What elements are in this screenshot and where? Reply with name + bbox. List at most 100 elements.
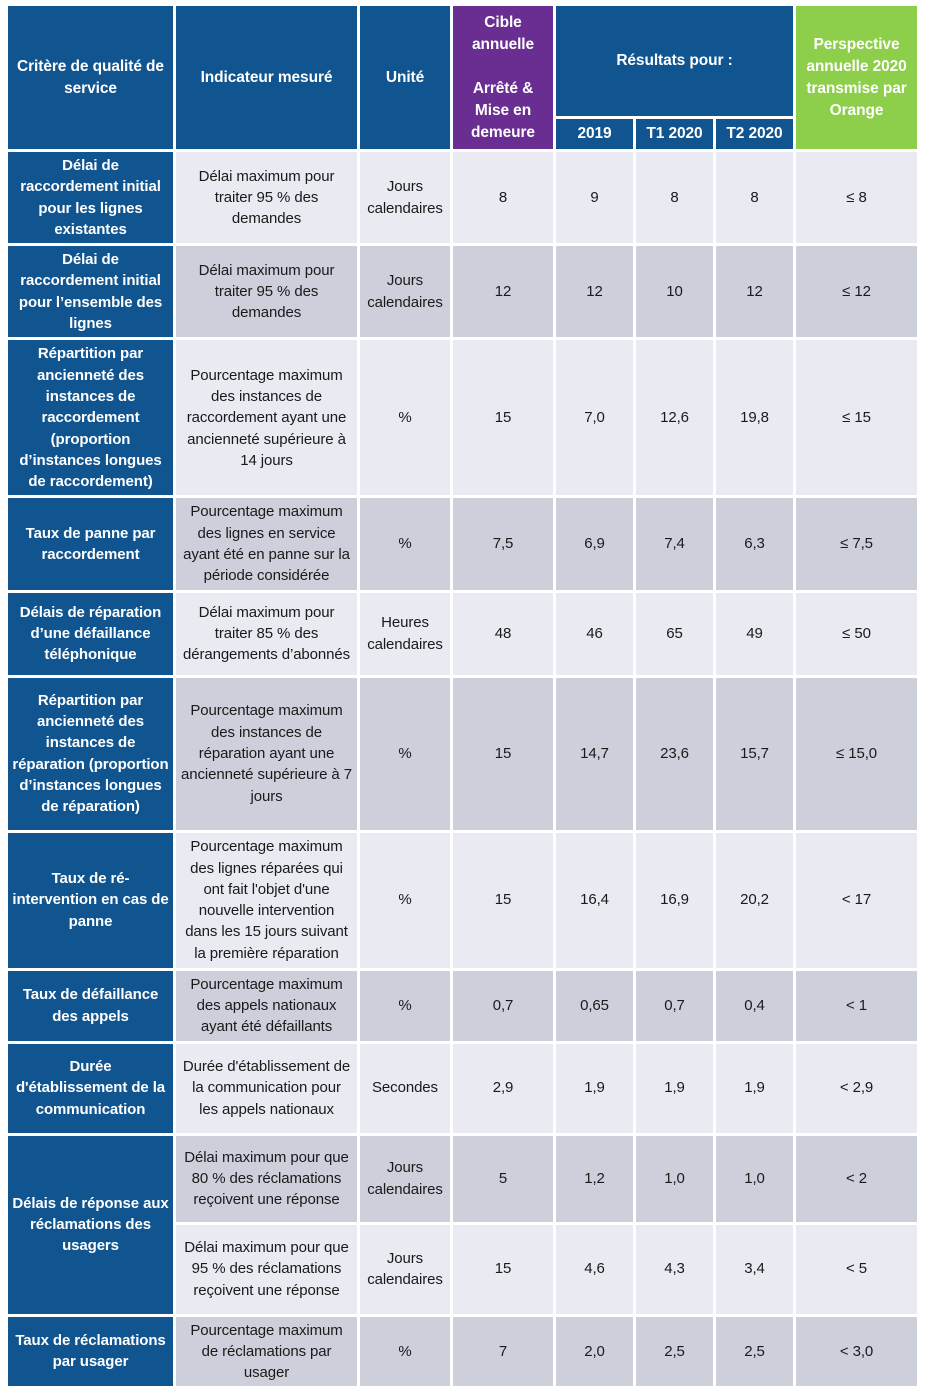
result-t1-2020-cell: 4,3 bbox=[636, 1224, 713, 1314]
unit-cell: % bbox=[360, 832, 450, 968]
indicator-cell: Durée d'établissement de la communicatio… bbox=[176, 1043, 357, 1133]
table-row: Délai maximum pour que 95 % des réclamat… bbox=[8, 1224, 918, 1314]
indicator-cell: Pourcentage maximum des appels nationaux… bbox=[176, 970, 357, 1041]
result-t2-2020-cell: 3,4 bbox=[716, 1224, 794, 1314]
perspective-cell: ≤ 8 bbox=[796, 152, 918, 244]
indicator-cell: Pourcentage maximum des lignes en servic… bbox=[176, 498, 357, 590]
result-2019-cell: 9 bbox=[556, 152, 633, 244]
unit-cell: Jours calendaires bbox=[360, 1135, 450, 1222]
perspective-cell: < 2,9 bbox=[796, 1043, 918, 1133]
indicator-cell: Délai maximum pour traiter 85 % des déra… bbox=[176, 592, 357, 675]
result-t2-2020-cell: 12 bbox=[716, 246, 794, 338]
perspective-cell: ≤ 50 bbox=[796, 592, 918, 675]
result-t1-2020-cell: 12,6 bbox=[636, 340, 713, 496]
table-row: Délais de réparation d’une défaillance t… bbox=[8, 592, 918, 675]
table-row: Délai de raccordement initial pour l’ens… bbox=[8, 246, 918, 338]
criterion-cell: Délais de réponse aux réclamations des u… bbox=[8, 1135, 173, 1314]
criterion-cell: Taux de défaillance des appels bbox=[8, 970, 173, 1041]
result-t2-2020-cell: 1,9 bbox=[716, 1043, 794, 1133]
result-t2-2020-cell: 6,3 bbox=[716, 498, 794, 590]
header-col-t2-2020: T2 2020 bbox=[716, 119, 794, 149]
unit-cell: Heures calendaires bbox=[360, 592, 450, 675]
unit-cell: % bbox=[360, 498, 450, 590]
result-t2-2020-cell: 1,0 bbox=[716, 1135, 794, 1222]
criterion-cell: Taux de ré-intervention en cas de panne bbox=[8, 832, 173, 968]
header-perspective: Perspective annuelle 2020 transmise par … bbox=[796, 6, 918, 149]
result-t2-2020-cell: 2,5 bbox=[716, 1316, 794, 1387]
indicator-cell: Délai maximum pour traiter 95 % des dema… bbox=[176, 152, 357, 244]
criterion-cell: Délai de raccordement initial pour les l… bbox=[8, 152, 173, 244]
perspective-cell: < 17 bbox=[796, 832, 918, 968]
target-cell: 7 bbox=[453, 1316, 553, 1387]
header-unit: Unité bbox=[360, 6, 450, 149]
result-t1-2020-cell: 10 bbox=[636, 246, 713, 338]
target-cell: 5 bbox=[453, 1135, 553, 1222]
target-cell: 7,5 bbox=[453, 498, 553, 590]
unit-cell: Jours calendaires bbox=[360, 1224, 450, 1314]
criterion-cell: Délais de réparation d’une défaillance t… bbox=[8, 592, 173, 675]
unit-cell: % bbox=[360, 677, 450, 830]
result-t1-2020-cell: 1,0 bbox=[636, 1135, 713, 1222]
indicator-cell: Délai maximum pour que 95 % des réclamat… bbox=[176, 1224, 357, 1314]
result-t1-2020-cell: 23,6 bbox=[636, 677, 713, 830]
result-t2-2020-cell: 0,4 bbox=[716, 970, 794, 1041]
result-2019-cell: 0,65 bbox=[556, 970, 633, 1041]
table-row: Taux de ré-intervention en cas de panne … bbox=[8, 832, 918, 968]
result-2019-cell: 2,0 bbox=[556, 1316, 633, 1387]
perspective-cell: < 5 bbox=[796, 1224, 918, 1314]
perspective-cell: ≤ 12 bbox=[796, 246, 918, 338]
target-cell: 48 bbox=[453, 592, 553, 675]
table-row: Durée d'établissement de la communicatio… bbox=[8, 1043, 918, 1133]
result-t1-2020-cell: 1,9 bbox=[636, 1043, 713, 1133]
criterion-cell: Durée d'établissement de la communicatio… bbox=[8, 1043, 173, 1133]
indicator-cell: Délai maximum pour que 80 % des réclamat… bbox=[176, 1135, 357, 1222]
unit-cell: Jours calendaires bbox=[360, 152, 450, 244]
result-t1-2020-cell: 8 bbox=[636, 152, 713, 244]
result-2019-cell: 12 bbox=[556, 246, 633, 338]
header-target-line1: Cible annuelle bbox=[471, 13, 535, 53]
indicator-cell: Délai maximum pour traiter 95 % des dema… bbox=[176, 246, 357, 338]
criterion-cell: Délai de raccordement initial pour l’ens… bbox=[8, 246, 173, 338]
result-t1-2020-cell: 65 bbox=[636, 592, 713, 675]
criterion-cell: Répartition par ancienneté des instances… bbox=[8, 677, 173, 830]
header-col-2019: 2019 bbox=[556, 119, 633, 149]
target-cell: 15 bbox=[453, 677, 553, 830]
criterion-cell: Répartition par ancienneté des instances… bbox=[8, 340, 173, 496]
target-cell: 2,9 bbox=[453, 1043, 553, 1133]
table-row: Taux de panne par raccordement Pourcenta… bbox=[8, 498, 918, 590]
target-cell: 8 bbox=[453, 152, 553, 244]
unit-cell: Secondes bbox=[360, 1043, 450, 1133]
criterion-cell: Taux de panne par raccordement bbox=[8, 498, 173, 590]
table-row: Répartition par ancienneté des instances… bbox=[8, 340, 918, 496]
perspective-cell: ≤ 15 bbox=[796, 340, 918, 496]
result-t2-2020-cell: 20,2 bbox=[716, 832, 794, 968]
target-cell: 15 bbox=[453, 340, 553, 496]
perspective-cell: < 3,0 bbox=[796, 1316, 918, 1387]
table-row: Taux de réclamations par usager Pourcent… bbox=[8, 1316, 918, 1387]
target-cell: 0,7 bbox=[453, 970, 553, 1041]
unit-cell: % bbox=[360, 970, 450, 1041]
result-t1-2020-cell: 16,9 bbox=[636, 832, 713, 968]
perspective-cell: < 1 bbox=[796, 970, 918, 1041]
result-t1-2020-cell: 7,4 bbox=[636, 498, 713, 590]
header-criterion: Critère de qualité de service bbox=[8, 6, 173, 149]
perspective-cell: ≤ 7,5 bbox=[796, 498, 918, 590]
header-annual-target: Cible annuelle Arrêté & Mise en demeure bbox=[453, 6, 553, 149]
target-cell: 15 bbox=[453, 832, 553, 968]
qos-table: Critère de qualité de service Indicateur… bbox=[5, 3, 920, 1389]
target-cell: 12 bbox=[453, 246, 553, 338]
result-2019-cell: 14,7 bbox=[556, 677, 633, 830]
header-target-line2: Arrêté & Mise en demeure bbox=[471, 79, 535, 141]
result-2019-cell: 6,9 bbox=[556, 498, 633, 590]
indicator-cell: Pourcentage maximum de réclamations par … bbox=[176, 1316, 357, 1387]
indicator-cell: Pourcentage maximum des lignes réparées … bbox=[176, 832, 357, 968]
unit-cell: Jours calendaires bbox=[360, 246, 450, 338]
result-t2-2020-cell: 8 bbox=[716, 152, 794, 244]
result-t2-2020-cell: 15,7 bbox=[716, 677, 794, 830]
table-row: Délai de raccordement initial pour les l… bbox=[8, 152, 918, 244]
table-row: Répartition par ancienneté des instances… bbox=[8, 677, 918, 830]
header-indicator: Indicateur mesuré bbox=[176, 6, 357, 149]
table-row: Délais de réponse aux réclamations des u… bbox=[8, 1135, 918, 1314]
indicator-cell: Pourcentage maximum des instances de rac… bbox=[176, 340, 357, 496]
